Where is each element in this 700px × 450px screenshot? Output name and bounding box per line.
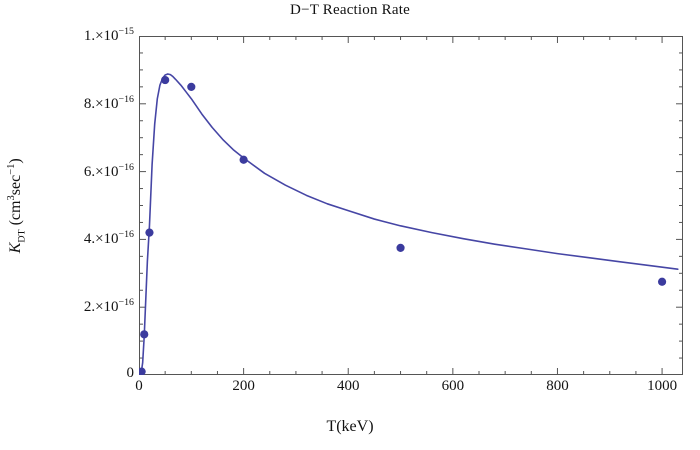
- x-axis-tick-label: 1000: [647, 378, 678, 394]
- y-tick-exponent: −16: [118, 161, 134, 173]
- x-axis-tick-label: 200: [232, 378, 255, 394]
- data-point: [239, 155, 248, 164]
- y-tick-exponent: −16: [118, 297, 134, 309]
- x-axis-tick-label: 400: [336, 378, 360, 394]
- y-axis-tick-label: 0: [127, 365, 135, 382]
- y-axis-tick-labels: 0 2.×10−16 4.×10−16 6.×10−16 8.×10−16 1.×10−1…: [0, 0, 134, 450]
- data-point: [161, 75, 170, 85]
- data-point: [396, 243, 405, 252]
- y-tick-exponent: −15: [118, 26, 134, 37]
- y-tick-exponent: −16: [118, 229, 134, 241]
- plot-frame: [139, 36, 683, 375]
- plot-canvas: [139, 36, 683, 375]
- x-axis-tick-labels: 0 200 400 600 800 1000: [0, 378, 700, 404]
- x-axis-tick-label: 800: [546, 378, 569, 394]
- y-tick-mantissa: 8.×10: [83, 95, 119, 112]
- y-axis-tick-label: 6.×10−16: [84, 162, 134, 181]
- y-axis-tick-label: 8.×10−16: [84, 94, 134, 113]
- y-axis-tick-label: 4.×10−16: [84, 229, 134, 248]
- y-axis-tick-label: 2.×10−16: [84, 297, 134, 316]
- y-tick-mantissa: 1.×10: [83, 28, 119, 44]
- data-point: [187, 82, 196, 91]
- x-axis-label: T(keV): [326, 418, 374, 435]
- chart-title: D−T Reaction Rate: [290, 2, 410, 18]
- data-point: [139, 367, 146, 375]
- data-point: [657, 277, 667, 286]
- y-tick-exponent: −16: [118, 93, 134, 105]
- x-axis-tick-label: 600: [441, 378, 465, 394]
- y-tick-mantissa: 2.×10: [83, 299, 119, 316]
- data-point: [145, 228, 154, 237]
- y-tick-mantissa: 0: [126, 365, 135, 381]
- y-axis-tick-label: 1.×10−15: [84, 26, 134, 45]
- y-tick-mantissa: 6.×10: [83, 163, 119, 180]
- y-tick-mantissa: 4.×10: [83, 231, 119, 248]
- x-axis-tick-label: 0: [135, 378, 143, 394]
- fit-curve: [139, 73, 679, 375]
- plot-area: [139, 36, 683, 375]
- data-point: [140, 330, 149, 339]
